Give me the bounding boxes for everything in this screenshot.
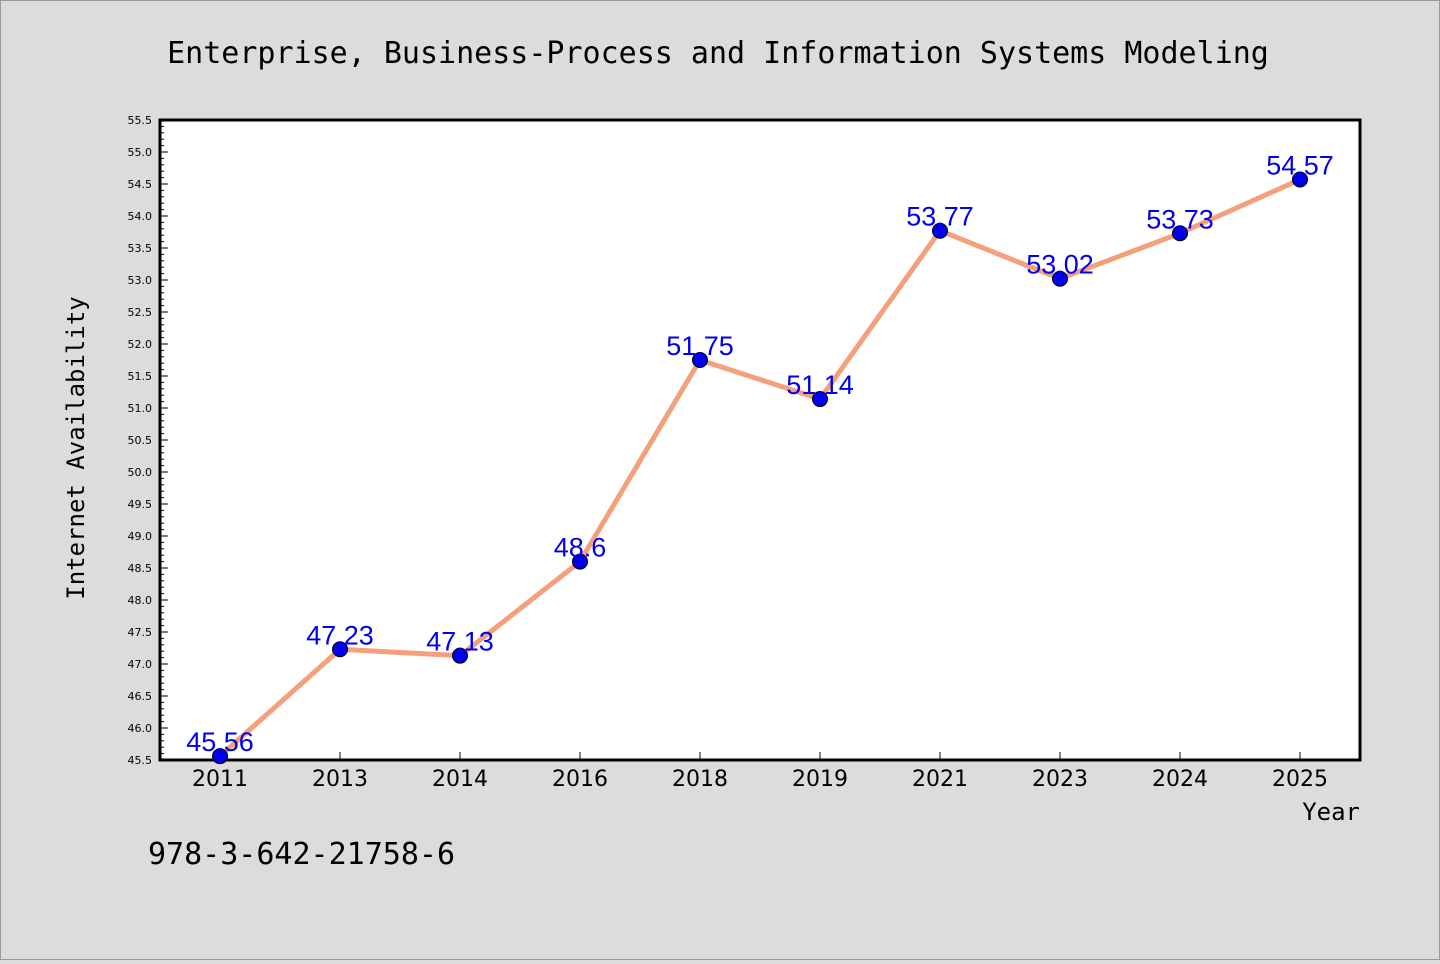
x-tick-label: 2019 — [792, 767, 848, 792]
data-point — [932, 222, 948, 239]
y-tick-label: 52.5 — [128, 306, 153, 319]
x-tick-label: 2014 — [432, 767, 488, 792]
footer-text: 978-3-642-21758-6 — [148, 837, 455, 872]
x-axis: 2011 2013 2014 2016 2018 2019 2021 2023 2024 2025 — [192, 752, 1328, 792]
y-tick-label: 54.0 — [128, 210, 153, 223]
x-tick-label: 2024 — [1152, 767, 1208, 792]
data-label: 48.6 — [554, 533, 607, 563]
data-point — [332, 641, 348, 658]
y-tick-label: 46.0 — [128, 722, 153, 735]
x-tick-label: 2013 — [312, 767, 368, 792]
data-label: 53.02 — [1026, 250, 1094, 280]
data-label: 47.23 — [306, 620, 374, 650]
y-tick-label: 47.0 — [128, 658, 153, 671]
data-label: 45.56 — [186, 727, 254, 757]
x-tick-label: 2016 — [552, 767, 608, 792]
data-point — [572, 553, 588, 570]
data-point — [212, 748, 228, 765]
y-axis-label: Internet Availability — [62, 296, 90, 599]
chart-title: Enterprise, Business-Process and Informa… — [167, 36, 1269, 71]
data-point — [1052, 270, 1068, 287]
y-tick-label: 51.0 — [128, 402, 153, 415]
y-tick-label: 49.5 — [128, 498, 153, 511]
x-tick-label: 2021 — [912, 767, 968, 792]
y-tick-label: 51.5 — [128, 370, 153, 383]
data-point — [452, 647, 468, 664]
x-tick-label: 2023 — [1032, 767, 1088, 792]
series-line-group — [217, 177, 1303, 759]
y-axis: 45.5 46.0 46.5 47.0 47.5 48.0 48.5 49.0 49.5 50.0… — [128, 114, 168, 767]
data-point — [692, 352, 708, 368]
data-label-group: 45.56 47.23 47.13 48.6 51.75 51.14 53.77 53.02 5… — [186, 151, 1334, 758]
x-tick-label: 2011 — [192, 767, 248, 792]
data-label: 53.73 — [1146, 204, 1214, 234]
y-tick-label: 52.0 — [128, 338, 153, 351]
y-tick-label: 53.5 — [128, 242, 153, 255]
y-tick-label: 45.5 — [128, 754, 153, 767]
y-tick-label: 55.5 — [128, 114, 153, 127]
y-tick-label: 50.0 — [128, 466, 153, 479]
data-label: 54.57 — [1266, 151, 1334, 181]
data-point — [812, 391, 828, 408]
series-line — [217, 177, 1303, 759]
data-label: 51.75 — [666, 331, 734, 361]
data-label: 53.77 — [906, 202, 974, 232]
y-tick-label: 48.0 — [128, 594, 153, 607]
data-label: 51.14 — [786, 370, 854, 400]
y-tick-label: 48.5 — [128, 562, 153, 575]
y-tick-label: 46.5 — [128, 690, 153, 703]
data-point — [1172, 225, 1188, 242]
data-label: 47.13 — [426, 627, 494, 657]
y-tick-label: 50.5 — [128, 434, 153, 447]
x-axis-label: Year — [1302, 798, 1360, 826]
y-tick-label: 54.5 — [128, 178, 153, 191]
y-tick-label: 53.0 — [128, 274, 153, 287]
plot-area — [158, 118, 1362, 762]
y-tick-label: 47.5 — [128, 626, 153, 639]
x-tick-label: 2025 — [1272, 767, 1328, 792]
marker-group — [212, 171, 1308, 765]
x-tick-label: 2018 — [672, 767, 728, 792]
y-tick-label: 55.0 — [128, 146, 153, 159]
data-point — [1292, 171, 1308, 188]
y-tick-label: 49.0 — [128, 530, 153, 543]
